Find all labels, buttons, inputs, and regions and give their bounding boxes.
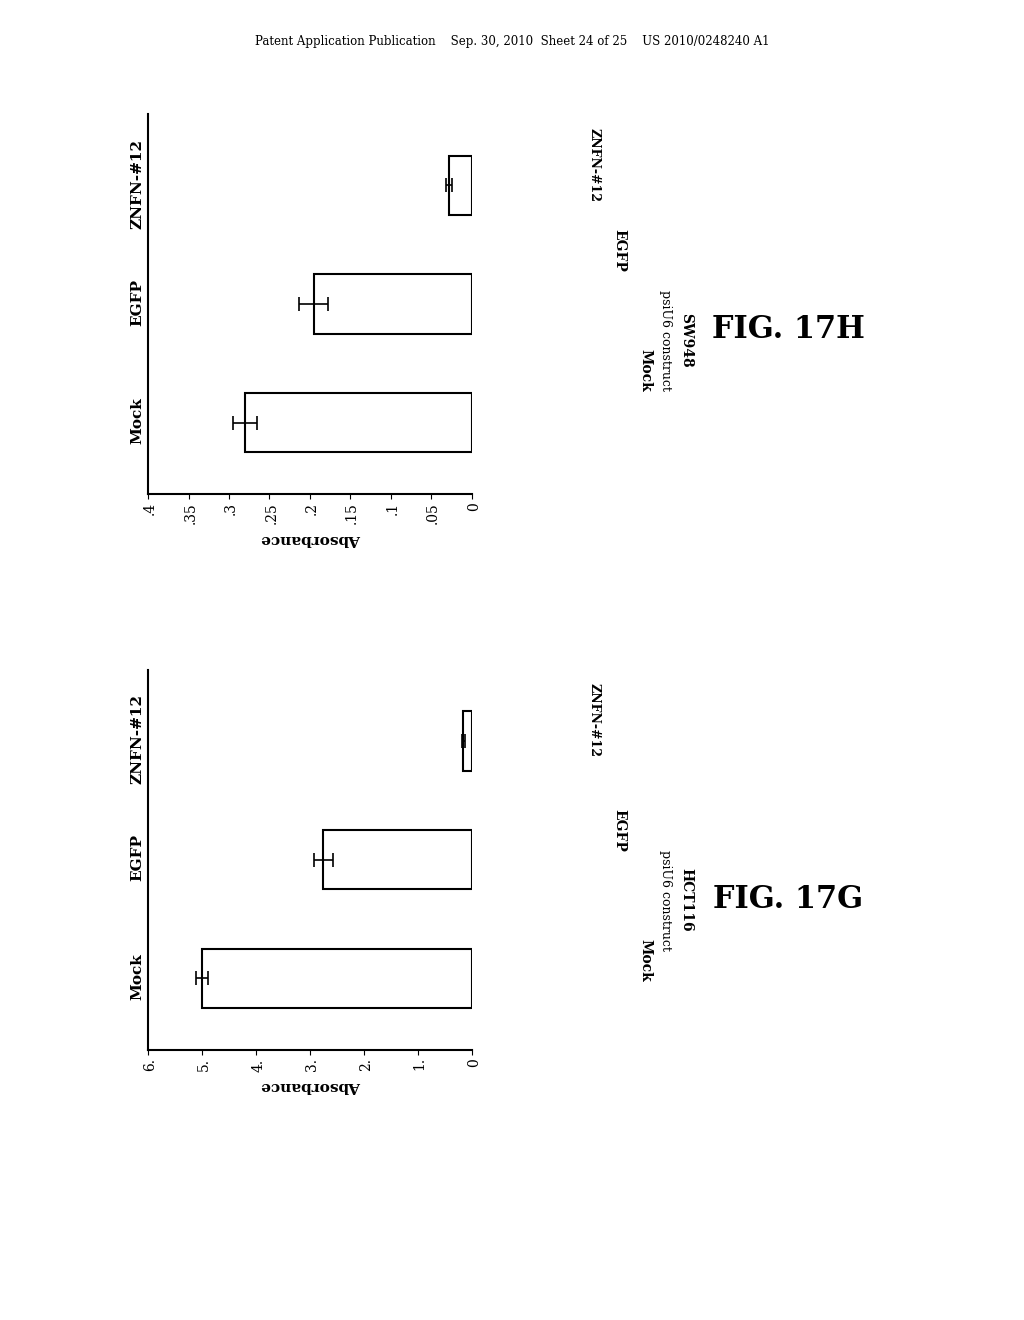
Text: Mock: Mock <box>638 348 652 391</box>
Text: Patent Application Publication    Sep. 30, 2010  Sheet 24 of 25    US 2010/02482: Patent Application Publication Sep. 30, … <box>255 36 769 48</box>
Text: FIG. 17G: FIG. 17G <box>714 884 863 916</box>
Text: psiU6 construct: psiU6 construct <box>659 289 672 391</box>
Text: ZNFN-#12: ZNFN-#12 <box>588 682 600 756</box>
Text: HCT116: HCT116 <box>679 869 693 932</box>
Text: EGFP: EGFP <box>612 228 627 272</box>
Text: psiU6 construct: psiU6 construct <box>659 850 672 950</box>
Text: ZNFN-#12: ZNFN-#12 <box>588 128 600 202</box>
Text: FIG. 17H: FIG. 17H <box>712 314 865 346</box>
Text: EGFP: EGFP <box>612 809 627 851</box>
Text: Mock: Mock <box>638 939 652 981</box>
Text: SW948: SW948 <box>679 313 693 367</box>
